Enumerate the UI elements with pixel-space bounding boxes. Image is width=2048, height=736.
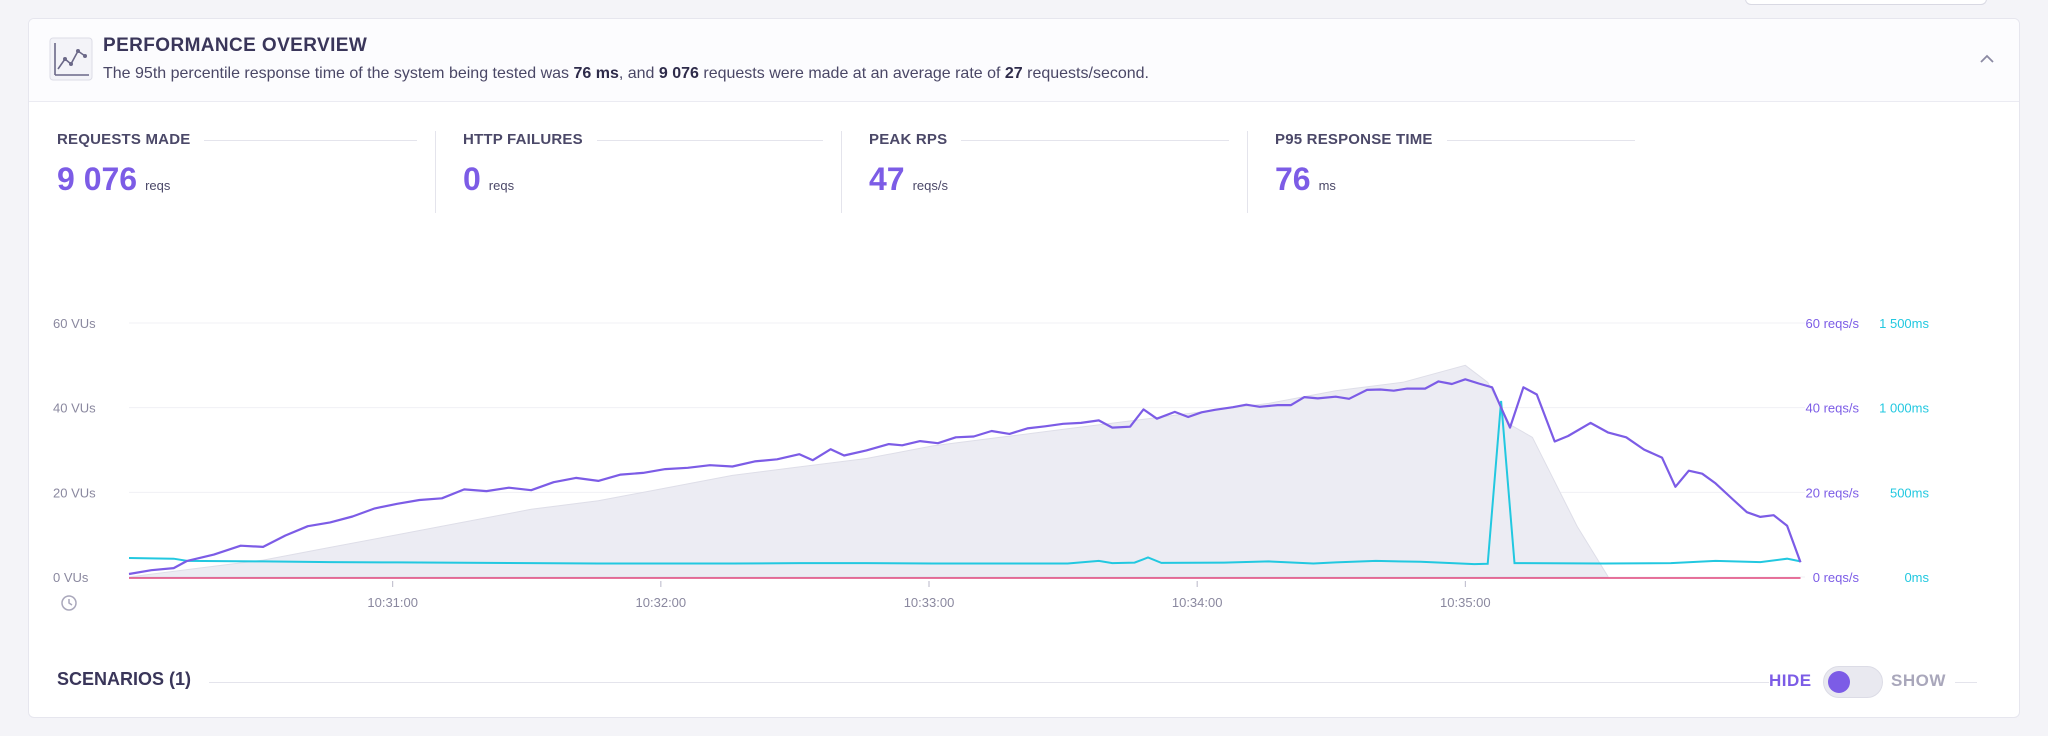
vus-area <box>128 364 1609 578</box>
y-right-rps-tick-label: 40 reqs/s <box>1806 401 1860 416</box>
stat-divider <box>841 131 842 213</box>
stat-unit: ms <box>1318 178 1336 193</box>
performance-chart: 0 VUs 0 reqs/s 0ms 20 VUs 20 reqs/s 500ms 40 V… <box>53 316 1930 611</box>
overview-summary: The 95th percentile response time of the… <box>103 65 1149 82</box>
stat-divider <box>1247 131 1248 213</box>
hide-label[interactable]: HIDE <box>1769 671 1812 690</box>
stat-value: 9 076 <box>57 161 138 197</box>
page-title: PERFORMANCE OVERVIEW <box>103 35 368 56</box>
stat-label: P95 RESPONSE TIME <box>1275 131 1447 148</box>
clock-icon <box>61 595 77 611</box>
scenarios-divider <box>209 682 1769 683</box>
show-label[interactable]: SHOW <box>1891 671 1946 690</box>
stat-http-failures: HTTP FAILURES 0 reqs <box>463 131 823 198</box>
stat-unit: reqs <box>145 178 171 193</box>
stat-p95-response-time: P95 RESPONSE TIME 76 ms <box>1275 131 1635 198</box>
chevron-up-icon[interactable] <box>1975 47 1999 71</box>
y-left-tick-label: 40 VUs <box>53 401 96 416</box>
stat-unit: reqs/s <box>912 178 948 193</box>
stat-label: REQUESTS MADE <box>57 131 205 148</box>
scenarios-divider-end <box>1955 682 1977 683</box>
response-time-line <box>128 400 1801 566</box>
stat-label: PEAK RPS <box>869 131 962 148</box>
stat-value: 0 <box>463 161 481 197</box>
toggle-knob[interactable] <box>1828 671 1850 693</box>
y-left-tick-label: 60 VUs <box>53 316 96 331</box>
stat-value: 76 <box>1275 161 1311 197</box>
top-dropdown[interactable] <box>1745 0 1987 5</box>
x-tick-label: 10:35:00 <box>1440 595 1491 610</box>
y-left-tick-label: 0 VUs <box>53 570 89 585</box>
chart-line-icon <box>49 37 93 81</box>
y-left-tick-label: 20 VUs <box>53 485 96 500</box>
y-right-rps-tick-label: 60 reqs/s <box>1806 316 1860 331</box>
stat-unit: reqs <box>488 178 515 193</box>
y-right-ms-tick-label: 500ms <box>1890 485 1930 500</box>
x-tick-label: 10:31:00 <box>367 595 418 610</box>
x-tick-label: 10:33:00 <box>904 595 955 610</box>
stat-label: HTTP FAILURES <box>463 131 597 148</box>
y-right-ms-tick-label: 0ms <box>1904 570 1929 585</box>
clock-icon-hands <box>68 599 73 606</box>
stat-value: 47 <box>869 161 905 197</box>
y-right-ms-tick-label: 1 000ms <box>1879 401 1929 416</box>
stat-peak-rps: PEAK RPS 47 reqs/s <box>869 131 1229 198</box>
x-tick-label: 10:32:00 <box>636 595 687 610</box>
stat-requests-made: REQUESTS MADE 9 076 reqs <box>57 131 417 198</box>
performance-overview-card: PERFORMANCE OVERVIEW The 95th percentile… <box>28 18 2020 718</box>
y-right-rps-tick-label: 0 reqs/s <box>1813 570 1860 585</box>
y-right-rps-tick-label: 20 reqs/s <box>1806 485 1860 500</box>
scenarios-toggle[interactable] <box>1823 666 1883 698</box>
x-tick-label: 10:34:00 <box>1172 595 1223 610</box>
requests-per-second-line <box>128 378 1802 576</box>
overview-header[interactable]: PERFORMANCE OVERVIEW The 95th percentile… <box>29 19 2019 102</box>
scenarios-heading[interactable]: SCENARIOS (1) <box>57 669 206 690</box>
y-right-ms-tick-label: 1 500ms <box>1879 316 1929 331</box>
stat-divider <box>435 131 436 213</box>
